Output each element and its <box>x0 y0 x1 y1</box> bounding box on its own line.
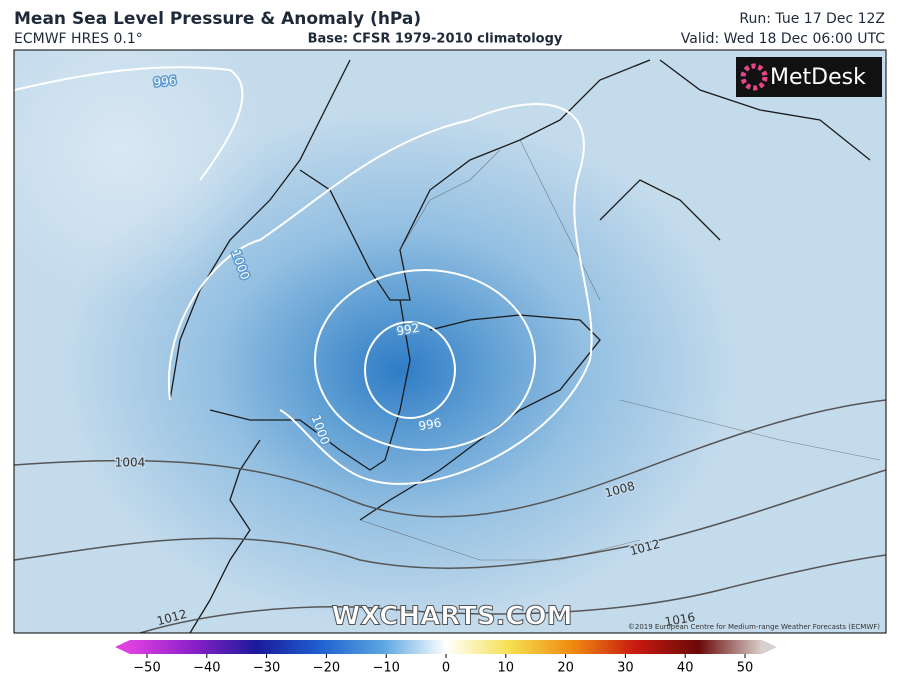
colorbar-tick-label: 40 <box>677 661 694 676</box>
colorbar-tick-label: 0 <box>442 661 450 676</box>
logo: MetDesk <box>736 57 882 97</box>
colorbar-tick-label: 20 <box>557 661 574 676</box>
coast <box>189 439 261 633</box>
contour-label: 996 <box>153 74 177 90</box>
contour-label: 992 <box>395 321 420 339</box>
border <box>359 139 881 561</box>
isobar <box>167 103 593 485</box>
isobar <box>314 269 536 451</box>
isobar <box>14 399 886 518</box>
model: ECMWF HRES 0.1° <box>14 31 143 47</box>
title: Mean Sea Level Pressure & Anomaly (hPa) <box>14 9 421 29</box>
colorbar-tick-label: 10 <box>498 661 515 676</box>
run: Run: Tue 17 Dec 12Z <box>739 11 885 27</box>
colorbar-tick-label: −30 <box>253 661 280 676</box>
colorbar-max-arrow <box>762 640 777 654</box>
colorbar-tick-label: −40 <box>193 661 220 676</box>
colorbar-tick-label: 30 <box>617 661 634 676</box>
logo-icon <box>740 63 768 91</box>
map-frame <box>13 49 887 634</box>
borders <box>359 139 881 561</box>
copyright: ©2019 European Centre for Medium-range W… <box>628 623 880 631</box>
colorbar-tick-label: 50 <box>737 661 754 676</box>
logo-text: MetDesk <box>770 65 866 90</box>
isobars-low <box>14 66 593 485</box>
valid: Valid: Wed 18 Dec 06:00 UTC <box>681 31 885 47</box>
colorbar-ticks: −50 −40 −30 −20 −10 0 10 20 30 40 50 <box>133 654 753 676</box>
logo-box <box>736 57 882 97</box>
isobar <box>139 554 886 633</box>
colorbar-ramp <box>130 640 762 654</box>
isobar <box>14 469 886 570</box>
watermark: WXCHARTS.COM <box>331 602 572 632</box>
contour-label: 1016 <box>664 610 697 629</box>
colorbar-min-arrow <box>115 640 130 654</box>
colorbar: −50 −40 −30 −20 −10 0 10 20 30 40 50 <box>115 640 777 676</box>
isobar <box>364 321 456 419</box>
coast <box>359 314 601 521</box>
base: Base: CFSR 1979-2010 climatology <box>308 32 563 47</box>
colorbar-tick-label: −50 <box>133 661 160 676</box>
coast <box>209 299 411 471</box>
isobar <box>14 66 244 181</box>
anomaly-field <box>14 50 886 633</box>
colorbar-tick-label: −20 <box>313 661 340 676</box>
coast <box>599 59 871 241</box>
colorbar-tick-label: −10 <box>372 661 399 676</box>
contour-label: 996 <box>417 416 442 434</box>
contour-label: 1004 <box>115 456 146 470</box>
isobars-high <box>14 399 886 633</box>
